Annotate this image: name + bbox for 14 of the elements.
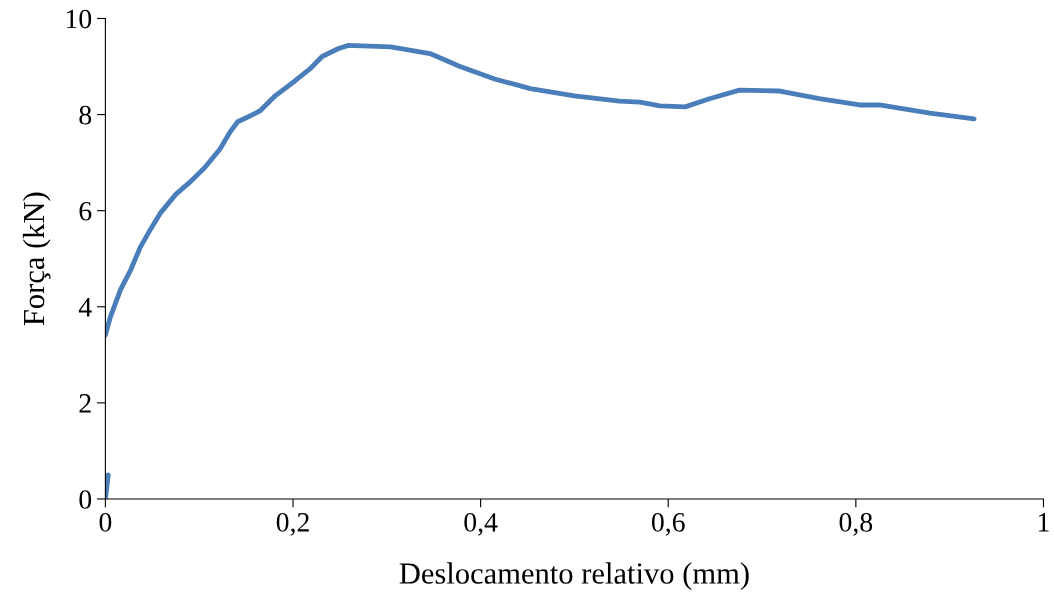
y-tick-label: 4 — [78, 298, 92, 317]
x-tick-label: 0,2 — [276, 512, 309, 536]
y-tick-label: 8 — [79, 105, 92, 125]
x-axis-title: Deslocamento relativo (mm) — [399, 562, 749, 591]
x-tick-label: 1 — [1038, 513, 1049, 532]
x-tick-label: 0 — [99, 512, 112, 532]
x-tick-label: 0,4 — [464, 512, 498, 536]
y-tick-label: 10 — [66, 9, 92, 29]
y-tick-label: 2 — [79, 394, 91, 413]
y-axis-title: Força (kN) — [22, 192, 51, 326]
x-tick-label: 0,8 — [839, 512, 873, 536]
y-tick-label: 6 — [79, 201, 92, 221]
y-tick-label: 0 — [79, 490, 92, 509]
x-tick-label: 0,6 — [651, 512, 685, 536]
